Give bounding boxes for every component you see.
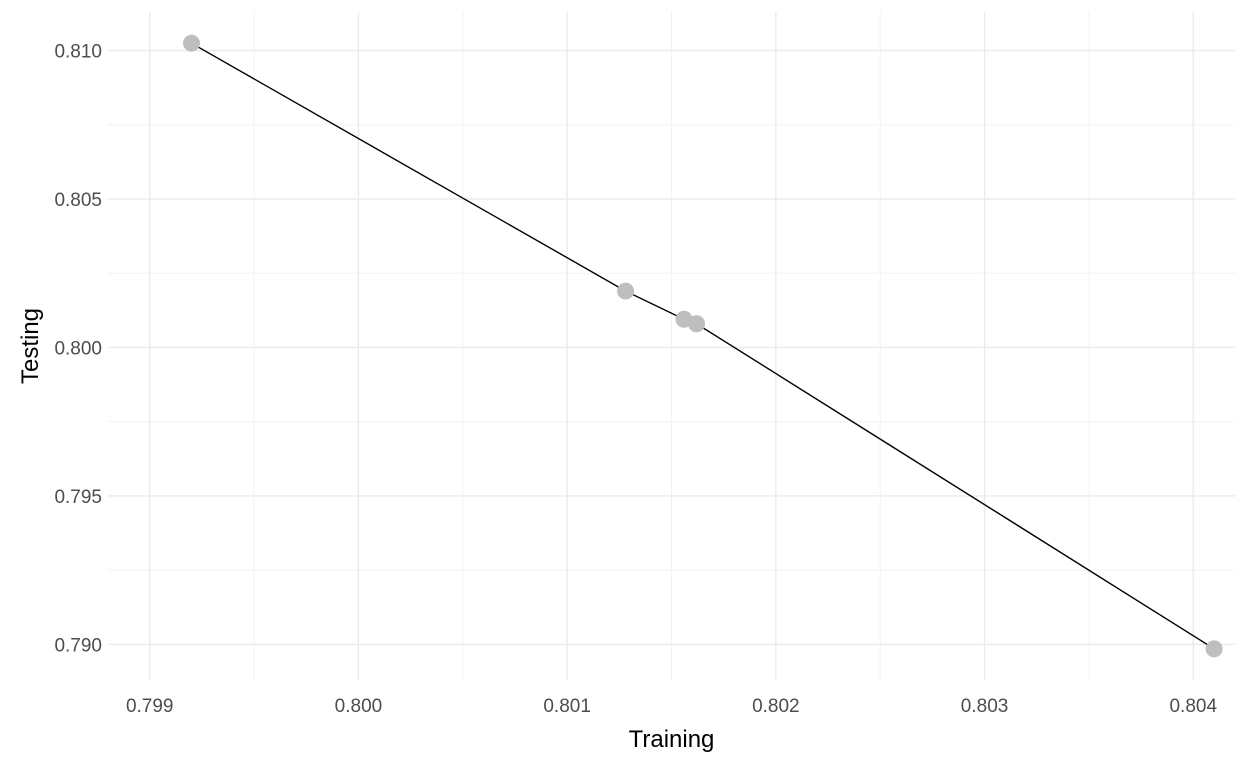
x-tick-label: 0.803: [961, 696, 1009, 717]
y-tick-label: 0.800: [54, 338, 102, 359]
y-tick-label: 0.810: [54, 42, 102, 63]
x-axis-title: Training: [629, 726, 715, 753]
y-tick-label: 0.805: [54, 190, 102, 211]
y-axis-ticks: 0.790 0.795 0.800 0.805 0.810: [54, 42, 102, 657]
data-point: [182, 34, 200, 52]
x-tick-label: 0.799: [126, 696, 174, 717]
y-tick-label: 0.795: [54, 487, 102, 508]
x-tick-label: 0.801: [543, 696, 591, 717]
x-tick-label: 0.800: [335, 696, 383, 717]
minor-gridlines: [108, 12, 1235, 680]
y-tick-label: 0.790: [54, 635, 102, 656]
major-gridlines: [108, 12, 1235, 680]
x-axis-ticks: 0.799 0.800 0.801 0.802 0.803 0.804: [126, 696, 1217, 717]
y-axis-title: Testing: [17, 308, 44, 384]
series-line: [191, 42, 1215, 650]
data-point: [617, 282, 635, 300]
x-tick-label: 0.802: [752, 696, 800, 717]
data-point: [1205, 640, 1223, 658]
series-line-group: [191, 42, 1215, 650]
x-tick-label: 0.804: [1169, 696, 1217, 717]
data-point: [688, 315, 706, 333]
series-points-group: [182, 34, 1223, 658]
